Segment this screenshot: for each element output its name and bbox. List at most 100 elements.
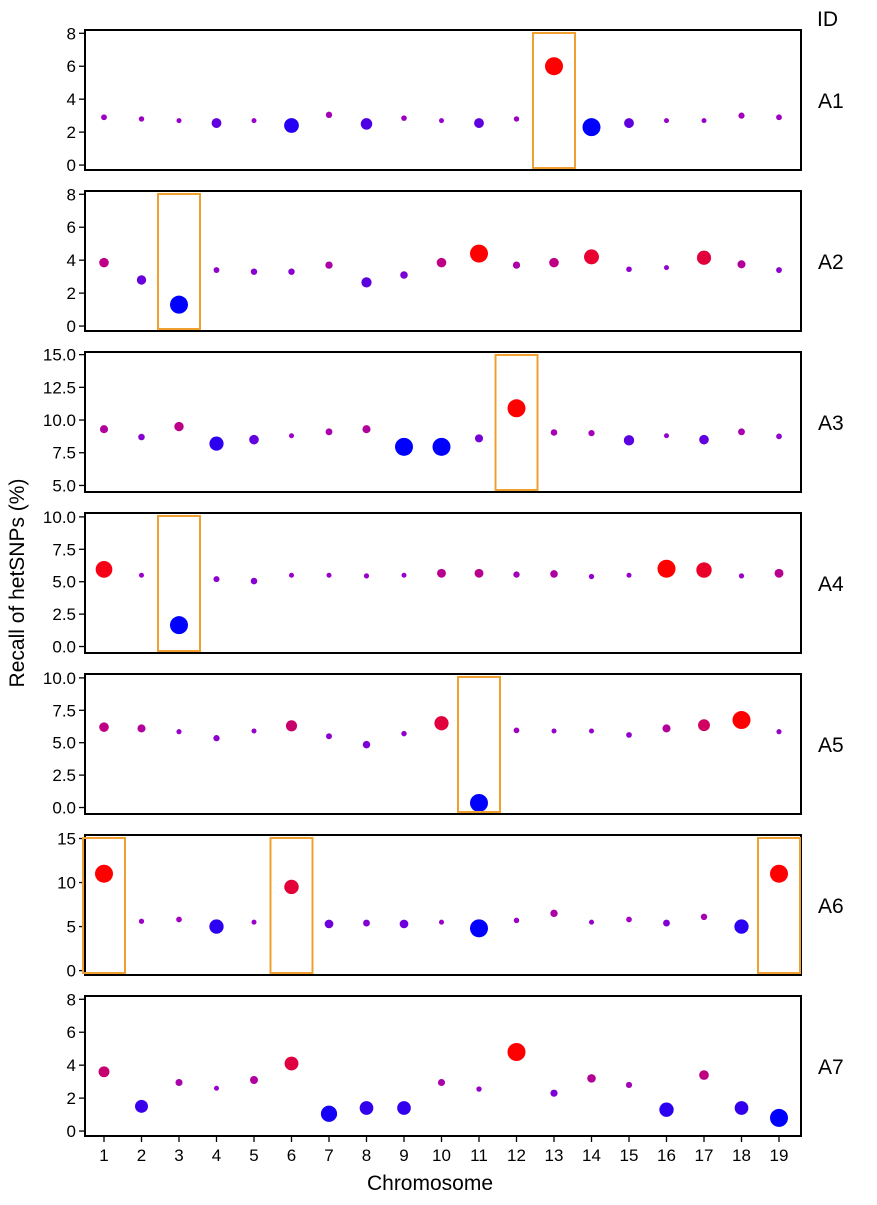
data-point: [138, 918, 145, 924]
panel-A2: 0 2 4 6 8 A2: [67, 185, 844, 336]
x-tick-label: 4: [212, 1146, 221, 1165]
data-point: [770, 1108, 788, 1127]
y-tick-label: 7.5: [52, 540, 76, 559]
x-tick-label: 8: [362, 1146, 371, 1165]
y-axis-label: Recall of hetSNPs (%): [6, 479, 29, 688]
data-point: [211, 118, 222, 128]
x-tick-label: 17: [695, 1146, 714, 1165]
highlight-box: [269, 837, 314, 974]
data-point: [289, 433, 294, 439]
data-point: [434, 716, 449, 731]
data-point: [437, 1078, 446, 1087]
data-point: [626, 916, 632, 923]
data-point: [325, 428, 333, 436]
y-tick-label: 10.0: [43, 669, 76, 688]
y-tick-label: 10.0: [43, 411, 76, 430]
data-point: [250, 1076, 258, 1084]
x-tick-label: 6: [287, 1146, 296, 1165]
data-point: [397, 1101, 411, 1115]
x-tick-label: 1: [99, 1146, 108, 1165]
data-point: [138, 116, 145, 122]
highlight-box: [457, 676, 501, 813]
data-point: [588, 573, 595, 580]
y-tick-label: 2: [67, 1089, 76, 1108]
data-point: [734, 1101, 749, 1115]
data-point: [324, 919, 334, 929]
y-tick-label: 0: [67, 1122, 76, 1141]
y-tick-label: 6: [67, 218, 76, 237]
data-point: [663, 919, 670, 927]
y-tick-label: 5: [67, 918, 76, 937]
data-point: [288, 268, 295, 275]
y-tick-label: 8: [67, 185, 76, 204]
x-tick-label: 18: [732, 1146, 751, 1165]
data-point: [289, 572, 294, 578]
panel-frame: [84, 834, 802, 976]
panel-A3: 5.0 7.5 10.0 12.5 15.0 A3: [43, 346, 844, 496]
data-point: [401, 115, 407, 121]
y-tick-label: 8: [67, 24, 76, 43]
data-point: [99, 425, 109, 434]
data-point: [359, 1101, 374, 1115]
data-point: [550, 909, 558, 918]
x-axis-label: Chromosome: [367, 1172, 493, 1195]
data-point: [770, 864, 788, 883]
data-point: [623, 435, 635, 446]
data-point: [437, 568, 446, 578]
data-point: [626, 572, 632, 578]
x-tick-label: 15: [620, 1146, 639, 1165]
data-point: [700, 913, 708, 921]
data-point: [95, 864, 113, 883]
data-point: [738, 112, 745, 119]
x-tick-label: 9: [399, 1146, 408, 1165]
data-point: [589, 728, 594, 734]
highlight-box: [157, 193, 201, 330]
data-point: [737, 260, 746, 269]
panel-id-label: A3: [818, 412, 844, 435]
data-point: [176, 916, 182, 923]
data-point: [98, 1066, 110, 1078]
data-point: [587, 1074, 596, 1083]
data-point: [588, 430, 595, 437]
data-point: [250, 577, 258, 585]
y-tick-label: 0.0: [52, 799, 76, 818]
y-tick-label: 5.0: [52, 573, 76, 592]
data-point: [176, 118, 182, 124]
y-tick-label: 7.5: [52, 444, 76, 463]
data-point: [774, 568, 784, 578]
data-point: [549, 257, 559, 268]
panel-A7: 0 2 4 6 8 A7: [67, 990, 844, 1141]
data-point: [699, 434, 709, 445]
highlight-box: [494, 354, 539, 491]
data-point: [584, 249, 599, 265]
data-point: [101, 114, 107, 121]
panel-A6: 0 5 10 15 A6: [57, 830, 844, 981]
data-point: [513, 116, 520, 122]
data-point: [470, 244, 488, 263]
y-tick-label: 0: [67, 317, 76, 336]
data-point: [209, 919, 224, 934]
y-tick-label: 8: [67, 990, 76, 1009]
data-point: [285, 720, 298, 732]
data-point: [99, 722, 109, 732]
data-point: [250, 268, 258, 275]
highlight-box: [757, 837, 801, 974]
data-point: [135, 1099, 148, 1113]
y-tick-label: 6: [67, 57, 76, 76]
data-point: [699, 1070, 709, 1080]
x-tick-label: 10: [432, 1146, 451, 1165]
data-point: [776, 433, 782, 440]
data-point: [439, 919, 444, 925]
y-tick-label: 4: [67, 1056, 76, 1075]
data-point: [738, 573, 745, 579]
data-point: [582, 118, 601, 137]
y-tick-label: 5.0: [52, 476, 76, 495]
x-tick-label: 19: [770, 1146, 789, 1165]
y-tick-label: 0.0: [52, 638, 76, 657]
data-point: [363, 573, 370, 579]
data-point: [545, 57, 563, 76]
data-point: [139, 572, 144, 578]
id-header: ID: [817, 8, 838, 31]
x-tick-label: 3: [174, 1146, 183, 1165]
